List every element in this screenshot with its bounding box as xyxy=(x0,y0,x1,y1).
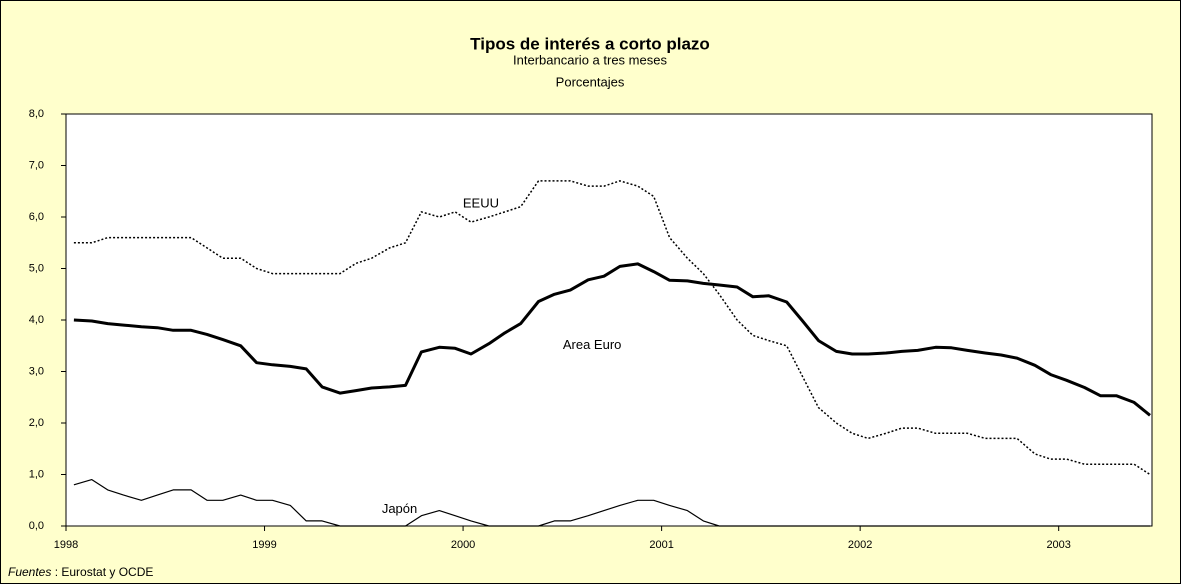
x-tick-label: 2002 xyxy=(848,539,872,551)
x-tick-label: 2001 xyxy=(649,539,673,551)
source-text: : Eurostat y OCDE xyxy=(51,565,153,579)
series-line xyxy=(73,479,1150,527)
chart-title: Tipos de interés a corto plazo xyxy=(470,34,710,53)
y-tick-label: 8,0 xyxy=(29,108,44,120)
y-tick-label: 1,0 xyxy=(29,468,44,480)
y-tick-label: 5,0 xyxy=(29,262,44,274)
y-tick-label: 6,0 xyxy=(29,211,44,223)
x-tick-label: 1999 xyxy=(252,539,276,551)
series-line xyxy=(73,180,1151,476)
x-tick-label: 1998 xyxy=(54,539,78,551)
series-label: Area Euro xyxy=(563,337,622,352)
y-tick-label: 0,0 xyxy=(29,520,44,532)
series-label: Japón xyxy=(382,501,417,516)
source-note: Fuentes : Eurostat y OCDE xyxy=(8,565,153,579)
series-label: EEUU xyxy=(463,196,499,211)
y-tick-label: 2,0 xyxy=(29,417,44,429)
x-tick-label: 2003 xyxy=(1046,539,1070,551)
series-line xyxy=(73,262,1151,417)
y-tick-label: 4,0 xyxy=(29,314,44,326)
x-tick-label: 2000 xyxy=(451,539,475,551)
y-tick-label: 7,0 xyxy=(29,159,44,171)
plot-area xyxy=(65,113,1153,527)
chart-subtitle: Interbancario a tres meses xyxy=(513,52,667,67)
unit-label: Porcentajes xyxy=(556,74,625,89)
source-label: Fuentes xyxy=(8,565,51,579)
y-tick-label: 3,0 xyxy=(29,365,44,377)
